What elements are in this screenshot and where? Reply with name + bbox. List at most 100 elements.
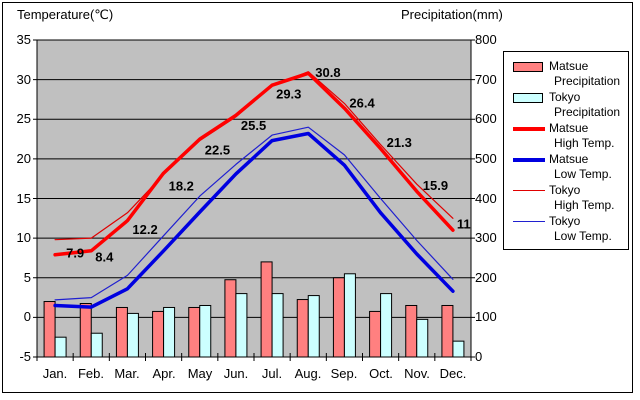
right-axis-tick: 800: [475, 32, 497, 47]
legend-swatch: [513, 61, 545, 72]
precip-bar: [441, 304, 454, 358]
precip-bar: [369, 310, 382, 358]
data-point-label: 18.2: [169, 179, 194, 194]
precip-bar: [260, 261, 273, 358]
legend-line-swatch: [513, 157, 545, 162]
x-axis-month-label: Oct.: [369, 366, 393, 381]
data-point-label: 25.5: [241, 118, 266, 133]
x-axis-month-label: Sep.: [330, 366, 358, 381]
precip-bar: [152, 310, 165, 358]
precip-bar: [332, 277, 345, 358]
legend-line-swatch: [513, 190, 545, 191]
right-axis-title: Precipitation(mm): [401, 7, 503, 22]
left-axis-tick: 15: [16, 191, 31, 206]
left-axis-title: Temperature(℃): [17, 7, 114, 22]
data-point-label: 30.8: [315, 65, 340, 80]
x-axis-month-label: Jul.: [261, 366, 283, 381]
precip-bar: [43, 301, 56, 358]
legend-series-sub: Low Temp.: [554, 167, 612, 181]
precip-bar: [235, 293, 248, 358]
left-axis-tick: 0: [23, 309, 31, 324]
chart-outer-frame: [2, 2, 633, 393]
precip-bar: [380, 293, 393, 358]
precip-bar: [452, 340, 465, 358]
legend-series-name: Matsue: [549, 121, 589, 135]
legend-series-name: Tokyo: [549, 90, 581, 104]
left-axis-tick: 5: [23, 270, 31, 285]
temp-line: [53, 131, 455, 309]
left-axis-tick: 35: [16, 32, 31, 47]
legend-series-sub: Precipitation: [554, 74, 621, 88]
data-point-label: 29.3: [276, 87, 301, 102]
x-axis-month-label: Apr.: [152, 366, 176, 381]
precip-bar: [79, 303, 92, 358]
plot-area: 7.9 8.4 12.2 18.2 22.5 25.5 29.3 30.8 26.4 21.3 15…: [33, 39, 475, 361]
precip-bar: [115, 306, 128, 358]
legend-series-sub: High Temp.: [554, 198, 615, 212]
legend-item: Tokyo Low Temp.: [504, 214, 628, 245]
right-axis-tick: 200: [475, 270, 497, 285]
x-axis-month-label: Jun.: [223, 366, 249, 381]
right-axis-tick: 400: [475, 191, 497, 206]
data-point-label: 12.2: [132, 222, 157, 237]
legend-item: Matsue Low Temp.: [504, 152, 628, 183]
plot-border: [36, 39, 472, 358]
precip-bar: [343, 273, 356, 358]
legend-item: Matsue Precipitation: [504, 59, 628, 90]
precip-bar: [307, 295, 320, 358]
legend-bar-swatch: [513, 61, 543, 72]
precip-bar: [90, 332, 103, 358]
left-axis-tick: 10: [16, 230, 31, 245]
x-axis-month-label: Mar.: [114, 366, 140, 381]
data-point-label: 8.4: [95, 249, 114, 264]
legend-series-name: Tokyo: [549, 214, 581, 228]
precip-bar: [163, 306, 176, 358]
legend-swatch: [513, 92, 545, 103]
data-point-label: 11: [457, 217, 471, 232]
right-axis-tick: 0: [475, 349, 483, 364]
left-axis-tick: 20: [16, 151, 31, 166]
data-point-label: 22.5: [205, 143, 230, 158]
legend-series-name: Matsue: [549, 59, 589, 73]
legend-item: Tokyo Precipitation: [504, 90, 628, 121]
precip-bar: [224, 279, 237, 358]
legend-line-swatch: [513, 221, 545, 222]
precip-bar: [188, 306, 201, 358]
x-axis-month-label: Aug.: [294, 366, 322, 381]
left-axis-tick: -5: [19, 349, 31, 364]
precip-bar: [416, 318, 429, 358]
legend-swatch: [513, 221, 545, 222]
precip-bar: [126, 312, 139, 358]
data-point-label: 26.4: [349, 96, 375, 111]
data-point-label: 7.9: [66, 245, 84, 260]
legend-swatch: [513, 190, 545, 191]
legend-swatch: [513, 157, 545, 162]
right-axis-tick: 100: [475, 309, 497, 324]
legend-series-sub: High Temp.: [554, 136, 615, 150]
legend-item: Tokyo High Temp.: [504, 183, 628, 214]
data-point-label: 15.9: [423, 178, 448, 193]
right-axis-tick: 700: [475, 72, 497, 87]
right-axis-tick: 500: [475, 151, 497, 166]
x-axis-month-label: Jan.: [42, 366, 68, 381]
temp-line: [54, 126, 454, 301]
precip-bar: [199, 304, 212, 358]
right-axis-tick: 300: [475, 230, 497, 245]
legend-series-sub: Precipitation: [554, 105, 621, 119]
data-point-label: 21.3: [387, 135, 412, 150]
legend-bar-swatch: [513, 92, 543, 103]
legend-swatch: [513, 126, 545, 131]
legend-line-swatch: [513, 126, 545, 131]
legend: Matsue Precipitation Tokyo Precipitation…: [503, 51, 629, 250]
right-axis-tick: 600: [475, 111, 497, 126]
temp-line: [53, 71, 455, 257]
legend-item: Matsue High Temp.: [504, 121, 628, 152]
legend-series-name: Tokyo: [549, 183, 581, 197]
precip-bar: [405, 304, 418, 358]
x-axis-month-label: Dec.: [439, 366, 467, 381]
legend-series-name: Matsue: [549, 152, 589, 166]
precip-bar: [54, 336, 67, 358]
left-axis-tick: 25: [16, 111, 31, 126]
left-axis-tick: 30: [16, 72, 31, 87]
